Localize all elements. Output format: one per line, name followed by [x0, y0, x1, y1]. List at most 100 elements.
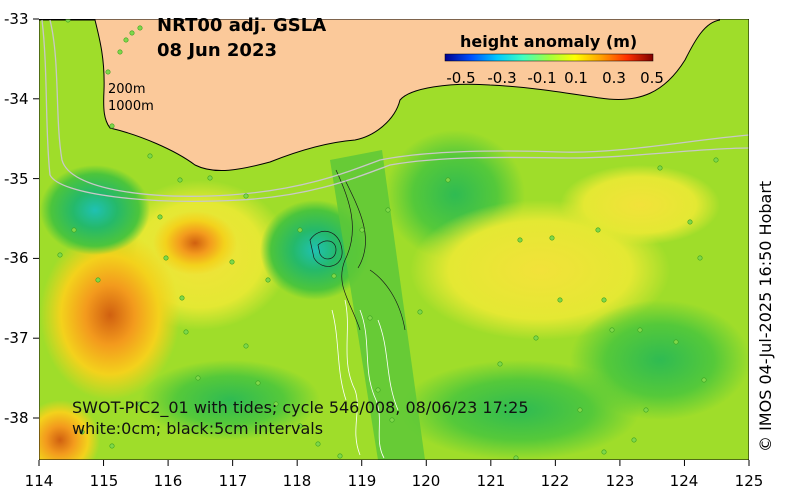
x-tick-label: 124 — [669, 472, 699, 490]
swot-contours-black — [309, 169, 406, 331]
y-tick-label: -36 — [4, 249, 29, 267]
observation-point — [417, 309, 423, 315]
y-tick-label: -38 — [4, 409, 29, 427]
observation-point — [163, 255, 169, 261]
observation-point — [157, 214, 163, 220]
map-title: NRT00 adj. GSLA — [157, 15, 327, 36]
anomaly-high-eddy — [39, 400, 100, 460]
x-tick-label: 122 — [540, 472, 570, 490]
observation-point — [229, 259, 235, 265]
observation-point — [577, 407, 583, 413]
observation-point — [273, 401, 279, 407]
x-tick-label: 119 — [347, 472, 377, 490]
observation-point — [657, 165, 663, 171]
observation-point — [57, 252, 63, 258]
isobath-label-1000m: 1000m — [108, 99, 154, 114]
colorbar-tick: -0.1 — [527, 69, 557, 87]
swot-contours-white — [331, 299, 399, 459]
swot-note-line1: SWOT-PIC2_01 with tides; cycle 546/008, … — [72, 398, 529, 417]
x-tick-label: 118 — [282, 472, 312, 490]
observation-points — [57, 19, 719, 460]
swot-swath — [330, 150, 425, 460]
observation-point — [105, 69, 111, 75]
observation-point — [601, 449, 607, 455]
observation-point — [713, 157, 719, 163]
anomaly-high-eddy — [153, 211, 237, 275]
observation-point — [631, 437, 637, 443]
colorbar-tick: 0.1 — [564, 69, 588, 87]
observation-point — [601, 297, 607, 303]
observation-point — [385, 207, 391, 213]
observation-point — [177, 177, 183, 183]
observation-point — [687, 219, 693, 225]
x-tick-label: 114 — [24, 472, 54, 490]
observation-point — [673, 339, 679, 345]
colorbar-tick: -0.3 — [487, 69, 517, 87]
observation-point — [513, 455, 519, 460]
observation-point — [359, 227, 365, 233]
observation-point — [389, 417, 395, 423]
observation-point — [183, 329, 189, 335]
y-tick-label: -33 — [4, 10, 29, 28]
observation-point — [497, 361, 503, 367]
colorbar — [444, 53, 654, 62]
map-date: 08 Jun 2023 — [157, 40, 278, 61]
observation-point — [367, 315, 373, 321]
isobath-1000m — [41, 19, 749, 202]
observation-point — [207, 175, 213, 181]
swot-note-line2: white:0cm; black:5cm intervals — [72, 419, 324, 438]
observation-point — [95, 277, 101, 283]
observation-point — [445, 177, 451, 183]
observation-point — [375, 387, 381, 393]
observation-point — [337, 453, 343, 459]
isobath-200m — [49, 19, 749, 197]
colorbar-tick: 0.5 — [640, 69, 664, 87]
imos-credit: © IMOS 04-Jul-2025 16:50 Hobart — [756, 180, 775, 452]
observation-point — [179, 295, 185, 301]
observation-point — [195, 375, 201, 381]
axis-ticks — [33, 18, 750, 466]
observation-point — [609, 327, 615, 333]
observation-point — [331, 273, 337, 279]
observation-point — [109, 443, 115, 449]
observation-point — [137, 25, 143, 31]
observation-point — [71, 227, 77, 233]
observation-point — [533, 335, 539, 341]
observation-point — [637, 327, 643, 333]
observation-point — [243, 193, 249, 199]
observation-point — [65, 19, 71, 23]
y-tick-label: -34 — [4, 90, 29, 108]
anomaly-high-eddy — [40, 230, 180, 400]
observation-point — [549, 235, 555, 241]
colorbar-label: height anomaly (m) — [460, 32, 638, 51]
observation-point — [123, 37, 129, 43]
observation-point — [701, 377, 707, 383]
x-tick-label: 116 — [153, 472, 183, 490]
observation-point — [147, 153, 153, 159]
observation-point — [297, 423, 303, 429]
colorbar-tick: 0.3 — [602, 69, 626, 87]
x-tick-label: 123 — [605, 472, 635, 490]
anomaly-high-field — [560, 165, 720, 245]
map-plot-area — [39, 19, 749, 460]
colorbar-tick: -0.5 — [446, 69, 476, 87]
anomaly-low-field — [400, 360, 640, 460]
observation-point — [109, 123, 115, 129]
observation-point — [265, 277, 271, 283]
observation-point — [243, 343, 249, 349]
observation-point — [117, 49, 123, 55]
observation-point — [517, 237, 523, 243]
y-tick-label: -35 — [4, 170, 29, 188]
x-tick-label: 120 — [411, 472, 441, 490]
y-tick-label: -37 — [4, 329, 29, 347]
x-tick-label: 117 — [218, 472, 248, 490]
anomaly-low-field — [140, 360, 320, 440]
observation-point — [595, 227, 601, 233]
observation-point — [129, 30, 135, 36]
observation-point — [643, 407, 649, 413]
x-tick-label: 121 — [476, 472, 506, 490]
observation-point — [297, 227, 303, 233]
observation-point — [469, 407, 475, 413]
anomaly-low-eddy — [40, 165, 150, 255]
